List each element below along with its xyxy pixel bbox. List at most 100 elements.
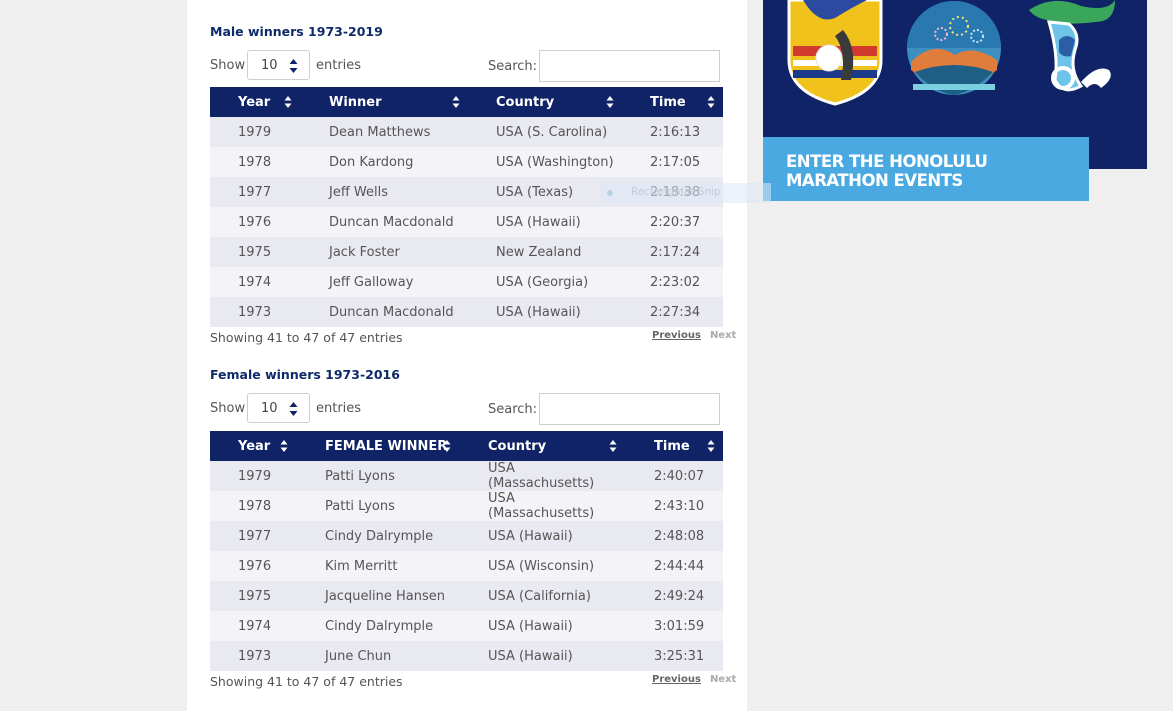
cell-year: 1973 bbox=[210, 641, 296, 671]
cell-time: 2:23:02 bbox=[622, 267, 723, 297]
cell-country: USA (Hawaii) bbox=[459, 521, 625, 551]
snip-label: Rectangular Snip bbox=[631, 186, 721, 198]
column-header-time[interactable]: Time bbox=[625, 431, 723, 461]
cell-time: 2:27:34 bbox=[622, 297, 723, 327]
column-header-year[interactable]: Year bbox=[210, 87, 300, 117]
cell-country: USA (Washington) bbox=[468, 147, 622, 177]
enter-events-button[interactable]: ENTER THE HONOLULU MARATHON EVENTS bbox=[763, 137, 1089, 201]
table-row: 1978 Patti Lyons USA (Massachusetts) 2:4… bbox=[210, 491, 723, 521]
cell-winner: June Chun bbox=[296, 641, 459, 671]
cell-year: 1976 bbox=[210, 551, 296, 581]
table-row: 1975 Jack Foster New Zealand 2:17:24 bbox=[210, 237, 723, 267]
column-header-country[interactable]: Country bbox=[459, 431, 625, 461]
cell-year: 1976 bbox=[210, 207, 300, 237]
table-header-row: Year FEMALE WINNER Country Time bbox=[210, 431, 723, 461]
fireworks-island-icon bbox=[907, 1, 1001, 95]
cell-country: New Zealand bbox=[468, 237, 622, 267]
entries-length-select[interactable]: 10 bbox=[247, 393, 310, 423]
column-label: Winner bbox=[329, 94, 382, 110]
cell-winner: Dean Matthews bbox=[300, 117, 468, 147]
sort-icon bbox=[609, 440, 617, 452]
sort-icon bbox=[284, 96, 292, 108]
spinner-arrows-icon bbox=[289, 402, 298, 416]
cell-year: 1975 bbox=[210, 581, 296, 611]
cell-country: USA (S. Carolina) bbox=[468, 117, 622, 147]
cell-winner: Cindy Dalrymple bbox=[296, 521, 459, 551]
table-row: 1976 Kim Merritt USA (Wisconsin) 2:44:44 bbox=[210, 551, 723, 581]
table-row: 1974 Cindy Dalrymple USA (Hawaii) 3:01:5… bbox=[210, 611, 723, 641]
cell-country: USA (Massachusetts) bbox=[459, 461, 625, 491]
cell-year: 1975 bbox=[210, 237, 300, 267]
cell-winner: Jacqueline Hansen bbox=[296, 581, 459, 611]
cell-time: 2:17:24 bbox=[622, 237, 723, 267]
table-row: 1975 Jacqueline Hansen USA (California) … bbox=[210, 581, 723, 611]
cell-country: USA (Texas) bbox=[468, 177, 622, 207]
column-label: Year bbox=[238, 94, 271, 110]
search-label: Search: bbox=[488, 59, 538, 74]
table-info: Showing 41 to 47 of 47 entries bbox=[210, 674, 403, 689]
entries-label: entries bbox=[316, 58, 362, 73]
shield-warrior-icon bbox=[787, 0, 883, 106]
table-row: 1974 Jeff Galloway USA (Georgia) 2:23:02 bbox=[210, 267, 723, 297]
snip-dot-icon bbox=[607, 190, 613, 196]
cell-time: 3:01:59 bbox=[625, 611, 723, 641]
cell-country: USA (Hawaii) bbox=[459, 641, 625, 671]
main-content: Male winners 1973-2019 Show 10 entries S… bbox=[187, 0, 747, 711]
cell-year: 1978 bbox=[210, 147, 300, 177]
search-input[interactable] bbox=[539, 50, 720, 82]
mascot-figure-icon bbox=[1029, 0, 1115, 92]
cell-country: USA (Wisconsin) bbox=[459, 551, 625, 581]
cell-time: 2:49:24 bbox=[625, 581, 723, 611]
cell-country: USA (Georgia) bbox=[468, 267, 622, 297]
column-header-time[interactable]: Time bbox=[622, 87, 723, 117]
cell-year: 1977 bbox=[210, 521, 296, 551]
show-label: Show bbox=[210, 58, 246, 73]
cell-winner: Cindy Dalrymple bbox=[296, 611, 459, 641]
table-row: 1976 Duncan Macdonald USA (Hawaii) 2:20:… bbox=[210, 207, 723, 237]
cell-time: 2:43:10 bbox=[625, 491, 723, 521]
next-page-link[interactable]: Next bbox=[709, 674, 737, 685]
entries-label: entries bbox=[316, 401, 362, 416]
cell-time: 2:48:08 bbox=[625, 521, 723, 551]
search-label: Search: bbox=[488, 402, 538, 417]
cell-year: 1973 bbox=[210, 297, 300, 327]
column-header-year[interactable]: Year bbox=[210, 431, 296, 461]
cell-winner: Duncan Macdonald bbox=[300, 207, 468, 237]
previous-page-link[interactable]: Previous bbox=[652, 674, 701, 685]
cell-time: 2:16:13 bbox=[622, 117, 723, 147]
cell-winner: Don Kardong bbox=[300, 147, 468, 177]
sort-icon bbox=[452, 96, 460, 108]
table-header-row: Year Winner Country Time bbox=[210, 87, 723, 117]
search-input[interactable] bbox=[539, 393, 720, 425]
pagination: Previous Next bbox=[652, 330, 736, 341]
next-page-link[interactable]: Next bbox=[709, 330, 737, 341]
column-header-country[interactable]: Country bbox=[468, 87, 622, 117]
banner-artwork bbox=[787, 0, 1115, 106]
spinner-arrows-icon bbox=[289, 59, 298, 73]
cell-time: 2:20:37 bbox=[622, 207, 723, 237]
cell-time: 2:44:44 bbox=[625, 551, 723, 581]
column-header-female-winner[interactable]: FEMALE WINNER bbox=[296, 431, 459, 461]
cell-year: 1977 bbox=[210, 177, 300, 207]
pagination: Previous Next bbox=[652, 674, 736, 685]
cell-time: 2:17:05 bbox=[622, 147, 723, 177]
cell-winner: Jeff Galloway bbox=[300, 267, 468, 297]
cell-winner: Jack Foster bbox=[300, 237, 468, 267]
cell-time: 3:25:31 bbox=[625, 641, 723, 671]
male-winners-table: Year Winner Country Time 1979 Dean Matth… bbox=[210, 87, 723, 327]
show-label: Show bbox=[210, 401, 246, 416]
cell-time: 2:40:07 bbox=[625, 461, 723, 491]
previous-page-link[interactable]: Previous bbox=[652, 330, 701, 341]
cell-year: 1974 bbox=[210, 611, 296, 641]
cell-winner: Patti Lyons bbox=[296, 461, 459, 491]
column-header-winner[interactable]: Winner bbox=[300, 87, 468, 117]
column-label: Year bbox=[238, 438, 271, 454]
column-label: Country bbox=[488, 438, 547, 454]
entries-length-select[interactable]: 10 bbox=[247, 50, 310, 80]
cell-winner: Jeff Wells bbox=[300, 177, 468, 207]
cell-country: USA (Massachusetts) bbox=[459, 491, 625, 521]
cell-year: 1978 bbox=[210, 491, 296, 521]
length-value: 10 bbox=[261, 58, 278, 73]
column-label: Country bbox=[496, 94, 555, 110]
cell-year: 1979 bbox=[210, 117, 300, 147]
